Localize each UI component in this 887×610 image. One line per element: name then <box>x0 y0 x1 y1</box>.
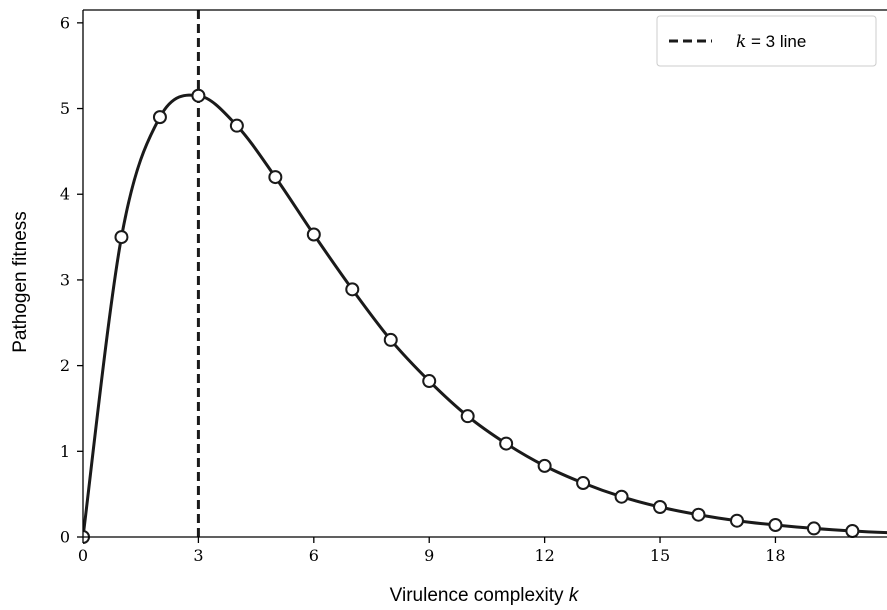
data-point-k15 <box>653 500 668 515</box>
plot-area <box>83 10 887 544</box>
x-axis-label: Virulence complexity k <box>390 585 580 606</box>
data-point-k18 <box>768 518 783 533</box>
x-axis-label-text: Virulence complexity <box>390 585 569 606</box>
data-point-k3 <box>191 88 206 103</box>
data-point-k10 <box>460 409 475 424</box>
data-point-k7 <box>345 282 360 297</box>
x-tick-label-12: 12 <box>534 546 554 565</box>
legend: k = 3 line <box>656 15 877 67</box>
y-tick-label-6: 6 <box>60 13 70 32</box>
data-point-k19 <box>806 521 821 536</box>
x-tick-label-18: 18 <box>765 546 785 565</box>
data-point-k16 <box>691 507 706 522</box>
x-axis-label-var: k <box>569 585 580 606</box>
data-point-k6 <box>306 227 321 242</box>
y-tick-label-3: 3 <box>60 270 70 289</box>
data-point-k9 <box>422 374 437 389</box>
legend-var: k <box>736 32 746 52</box>
data-point-k14 <box>614 489 629 504</box>
data-point-k17 <box>729 513 744 528</box>
x-tick-label-0: 0 <box>78 546 88 565</box>
y-tick-label-2: 2 <box>60 356 70 375</box>
data-point-k8 <box>383 332 398 347</box>
data-point-k4 <box>229 118 244 133</box>
y-axis-label: Pathogen fitness <box>10 211 31 353</box>
data-point-k2 <box>152 110 167 125</box>
plot-content <box>83 10 887 544</box>
x-tick-label-9: 9 <box>424 546 434 565</box>
x-tick-label-6: 6 <box>309 546 319 565</box>
x-tick-label-15: 15 <box>650 546 670 565</box>
y-tick-label-1: 1 <box>60 442 70 461</box>
x-tick-label-3: 3 <box>193 546 203 565</box>
data-point-k11 <box>499 436 514 451</box>
data-point-k5 <box>268 170 283 185</box>
y-tick-label-4: 4 <box>60 185 70 204</box>
data-point-k13 <box>576 476 591 491</box>
legend-box <box>656 15 877 67</box>
series-line-0 <box>83 93 887 538</box>
data-point-k12 <box>537 458 552 473</box>
legend-label: k = 3 line <box>736 32 806 52</box>
legend-text: = 3 line <box>746 32 806 51</box>
y-tick-label-0: 0 <box>60 528 70 547</box>
y-tick-label-5: 5 <box>60 99 70 118</box>
data-point-k1 <box>114 230 129 245</box>
data-point-k20 <box>845 524 860 539</box>
